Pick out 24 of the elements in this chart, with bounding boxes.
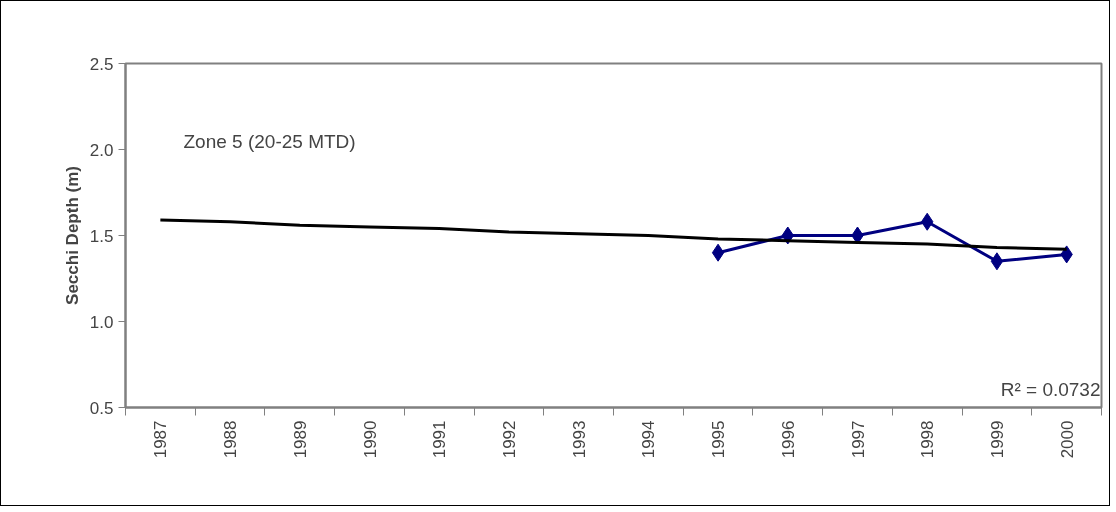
x-tick-label: 1993 [569, 420, 589, 459]
y-tick-label: 0.5 [89, 398, 114, 418]
x-tick-label: 1992 [499, 420, 519, 459]
x-tick-label: 1999 [987, 420, 1007, 459]
x-tick-label: 1994 [639, 420, 659, 459]
y-tick-label: 1.0 [89, 312, 114, 332]
y-tick-label: 2.5 [89, 54, 114, 74]
x-tick-label: 1998 [918, 420, 938, 459]
x-tick-label: 2000 [1057, 420, 1077, 459]
x-tick-label: 1990 [360, 420, 380, 459]
x-tick-label: 1988 [221, 420, 241, 459]
x-tick-label: 1997 [848, 420, 868, 459]
y-axis-title: Secchi Depth (m) [62, 166, 82, 305]
x-tick-label: 1991 [430, 420, 450, 459]
y-tick-label: 1.5 [89, 226, 114, 246]
x-tick-label: 1996 [778, 420, 798, 459]
point [990, 252, 1004, 271]
x-tick-label: 1987 [151, 420, 171, 459]
annotation: Zone 5 (20-25 MTD) [183, 130, 356, 152]
x-tick-label: 1995 [709, 420, 729, 459]
point [711, 243, 725, 262]
x-tick-label: 1989 [290, 420, 310, 459]
annotation: R² = 0.0732 [1000, 378, 1101, 400]
y-tick-label: 2.0 [89, 140, 114, 160]
